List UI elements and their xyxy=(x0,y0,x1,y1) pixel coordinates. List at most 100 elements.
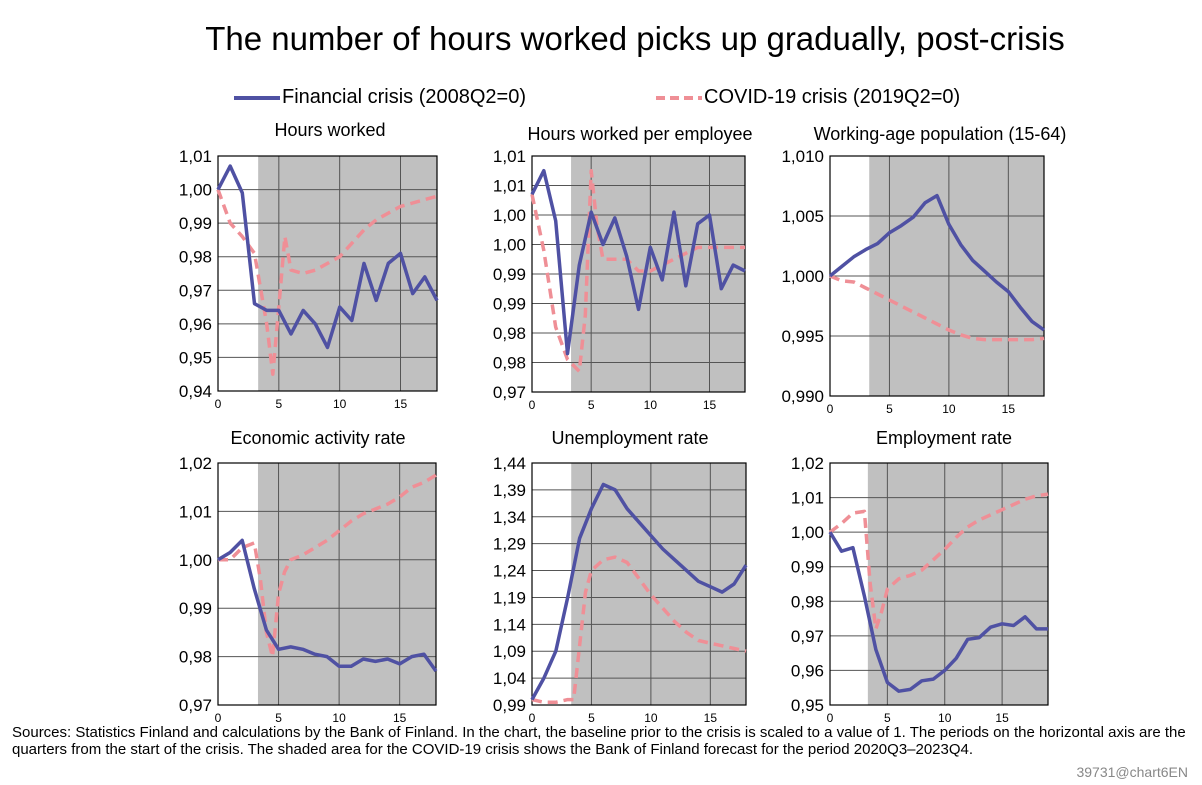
y-tick-label: 1,02 xyxy=(179,454,212,473)
x-tick-label: 0 xyxy=(529,711,536,725)
y-tick-label: 0,990 xyxy=(781,387,824,406)
x-tick-label: 15 xyxy=(703,398,717,412)
series-line-financial xyxy=(828,531,1048,693)
plot-frame xyxy=(829,462,1049,706)
series-line-financial xyxy=(530,482,748,701)
plot-frame xyxy=(217,462,437,706)
x-tick-label: 0 xyxy=(827,402,834,416)
y-tick-label: 1,00 xyxy=(179,551,212,570)
y-tick-label: 1,000 xyxy=(781,267,824,286)
panel-title: Working-age population (15-64) xyxy=(813,124,1067,144)
y-tick-label: 1,02 xyxy=(791,454,824,473)
series-line-covid xyxy=(531,555,747,705)
legend-item-covid: COVID-19 crisis (2019Q2=0) xyxy=(654,86,960,109)
plot-frame xyxy=(531,462,747,706)
footnote: Sources: Statistics Finland and calculat… xyxy=(12,724,1186,758)
y-tick-label: 0,96 xyxy=(179,315,212,334)
y-tick-label: 0,97 xyxy=(493,383,526,402)
legend-line-covid-icon xyxy=(656,95,702,100)
y-tick-label: 1,14 xyxy=(493,615,526,634)
x-tick-label: 5 xyxy=(275,711,282,725)
x-tick-label: 15 xyxy=(995,711,1009,725)
x-tick-label: 10 xyxy=(644,711,658,725)
x-tick-label: 10 xyxy=(942,402,956,416)
legend-label-covid: COVID-19 crisis (2019Q2=0) xyxy=(704,86,961,108)
panel-plot: 1,01 1,00 0,99 0,98 0,97 0,96 0,95 0,940 5 10 15 xyxy=(179,147,439,411)
y-tick-label: 1,01 xyxy=(179,502,212,521)
y-tick-label: 0,99 xyxy=(179,599,212,618)
panel-plot: 1,02 1,01 1,00 0,99 0,98 0,970 5 10 15 xyxy=(179,454,438,725)
y-tick-label: 0,995 xyxy=(781,327,824,346)
x-tick-label: 0 xyxy=(529,398,536,412)
y-tick-label: 0,98 xyxy=(493,324,526,343)
y-tick-label: 1,010 xyxy=(781,147,824,166)
x-tick-label: 0 xyxy=(215,397,222,411)
y-tick-label: 1,29 xyxy=(493,535,526,554)
series-line-financial xyxy=(828,193,1046,332)
y-tick-label: 0,99 xyxy=(493,265,526,284)
legend-line-financial-icon xyxy=(234,95,280,100)
panel-plot: 1,44 1,39 1,34 1,29 1,24 1,19 1,14 1,09 1,04 0,99… xyxy=(493,454,748,725)
y-tick-label: 1,04 xyxy=(493,669,526,688)
x-tick-label: 5 xyxy=(588,398,595,412)
y-tick-label: 0,98 xyxy=(179,648,212,667)
series-line-financial xyxy=(530,168,746,356)
panel-title: Hours worked per employee xyxy=(527,124,753,144)
y-tick-label: 0,98 xyxy=(179,248,212,267)
x-tick-label: 5 xyxy=(886,402,893,416)
x-tick-label: 15 xyxy=(704,711,718,725)
panel-plot: 1,02 1,01 1,00 0,99 0,98 0,97 0,96 0,950 5 10 15 xyxy=(791,454,1049,725)
source-id: 39731@chart6EN xyxy=(1076,764,1188,780)
x-tick-label: 15 xyxy=(394,397,408,411)
y-tick-label: 1,005 xyxy=(781,207,824,226)
y-tick-label: 1,00 xyxy=(493,236,526,255)
y-tick-label: 0,98 xyxy=(493,354,526,373)
panel-unemployment-rate: Unemployment rate 1,44 1,39 1,34 1,29 1,24 1,1… xyxy=(470,428,770,728)
y-tick-label: 1,19 xyxy=(493,588,526,607)
series-line-covid xyxy=(829,274,1045,342)
x-tick-label: 10 xyxy=(332,711,346,725)
series-line-financial xyxy=(216,164,439,350)
x-tick-label: 15 xyxy=(1002,402,1016,416)
y-tick-label: 1,00 xyxy=(791,523,824,542)
y-tick-label: 0,94 xyxy=(179,382,212,401)
panel-economic-activity-rate: Economic activity rate 1,02 1,01 1,00 0,99 0,… xyxy=(160,428,460,728)
y-tick-label: 1,34 xyxy=(493,508,526,527)
panel-title: Economic activity rate xyxy=(230,428,406,448)
series-line-covid xyxy=(216,189,438,376)
y-tick-label: 1,39 xyxy=(493,481,526,500)
y-tick-label: 0,99 xyxy=(493,696,526,715)
forecast-shade xyxy=(258,156,437,391)
x-tick-label: 10 xyxy=(333,397,347,411)
x-tick-label: 10 xyxy=(644,398,658,412)
y-tick-label: 1,24 xyxy=(493,562,526,581)
panel-working-age-population: Working-age population (15-64) 1,010 1,005… xyxy=(760,124,1066,424)
panel-title: Employment rate xyxy=(875,428,1013,448)
chart-title: The number of hours worked picks up grad… xyxy=(205,20,1065,57)
x-tick-label: 5 xyxy=(275,397,282,411)
plot-frame xyxy=(217,155,438,392)
panel-employment-rate: Employment rate 1,02 1,01 1,00 0,99 0,98 0,97 0… xyxy=(760,428,1060,728)
y-tick-label: 1,00 xyxy=(179,181,212,200)
plot-frame xyxy=(531,155,746,393)
y-tick-label: 0,97 xyxy=(791,627,824,646)
y-tick-label: 0,99 xyxy=(493,295,526,314)
panel-hours-per-employee: Hours worked per employee 1,01 1,01 1,00 1,0… xyxy=(470,124,770,424)
series-line-covid xyxy=(828,492,1049,631)
forecast-shade xyxy=(257,463,436,705)
y-tick-label: 1,00 xyxy=(493,206,526,225)
x-tick-label: 0 xyxy=(215,711,222,725)
panel-title: Hours worked xyxy=(274,120,386,140)
forecast-shade xyxy=(571,463,746,705)
y-tick-label: 0,99 xyxy=(179,214,212,233)
x-tick-label: 5 xyxy=(588,711,595,725)
y-tick-label: 1,01 xyxy=(493,177,526,196)
y-tick-label: 1,01 xyxy=(179,147,212,166)
x-tick-label: 0 xyxy=(827,711,834,725)
y-tick-label: 1,44 xyxy=(493,454,526,473)
x-tick-label: 15 xyxy=(393,711,407,725)
series-line-covid xyxy=(218,473,437,659)
series-line-financial xyxy=(217,538,438,673)
y-tick-label: 0,97 xyxy=(179,696,212,715)
y-tick-label: 1,01 xyxy=(791,489,824,508)
